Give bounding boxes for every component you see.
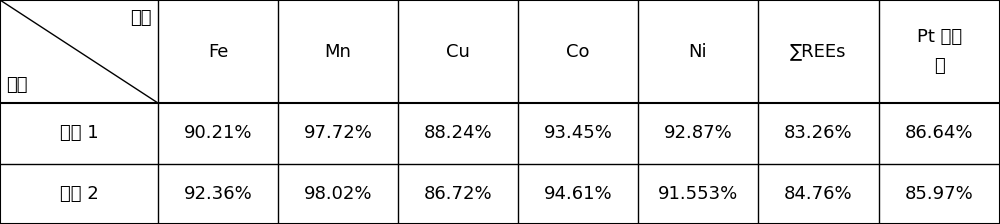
Text: 86.72%: 86.72% [424, 185, 492, 203]
Text: 93.45%: 93.45% [544, 124, 612, 142]
Text: 91.553%: 91.553% [658, 185, 738, 203]
Text: 样品 1: 样品 1 [60, 124, 98, 142]
Text: 97.72%: 97.72% [304, 124, 372, 142]
Text: 84.76%: 84.76% [784, 185, 853, 203]
Text: Fe: Fe [208, 43, 228, 60]
Text: 83.26%: 83.26% [784, 124, 853, 142]
Text: 92.36%: 92.36% [184, 185, 252, 203]
Text: 92.87%: 92.87% [664, 124, 732, 142]
Text: 94.61%: 94.61% [544, 185, 612, 203]
Text: Ni: Ni [689, 43, 707, 60]
Text: ∑REEs: ∑REEs [790, 43, 847, 60]
Text: 样品: 样品 [6, 76, 28, 94]
Text: Mn: Mn [325, 43, 351, 60]
Text: 85.97%: 85.97% [905, 185, 974, 203]
Text: 86.64%: 86.64% [905, 124, 974, 142]
Text: 98.02%: 98.02% [304, 185, 372, 203]
Text: Co: Co [566, 43, 590, 60]
Text: 90.21%: 90.21% [184, 124, 252, 142]
Text: 金属: 金属 [130, 9, 152, 27]
Text: Cu: Cu [446, 43, 470, 60]
Text: Pt 族元
素: Pt 族元 素 [917, 28, 962, 75]
Text: 88.24%: 88.24% [424, 124, 492, 142]
Text: 样品 2: 样品 2 [60, 185, 98, 203]
